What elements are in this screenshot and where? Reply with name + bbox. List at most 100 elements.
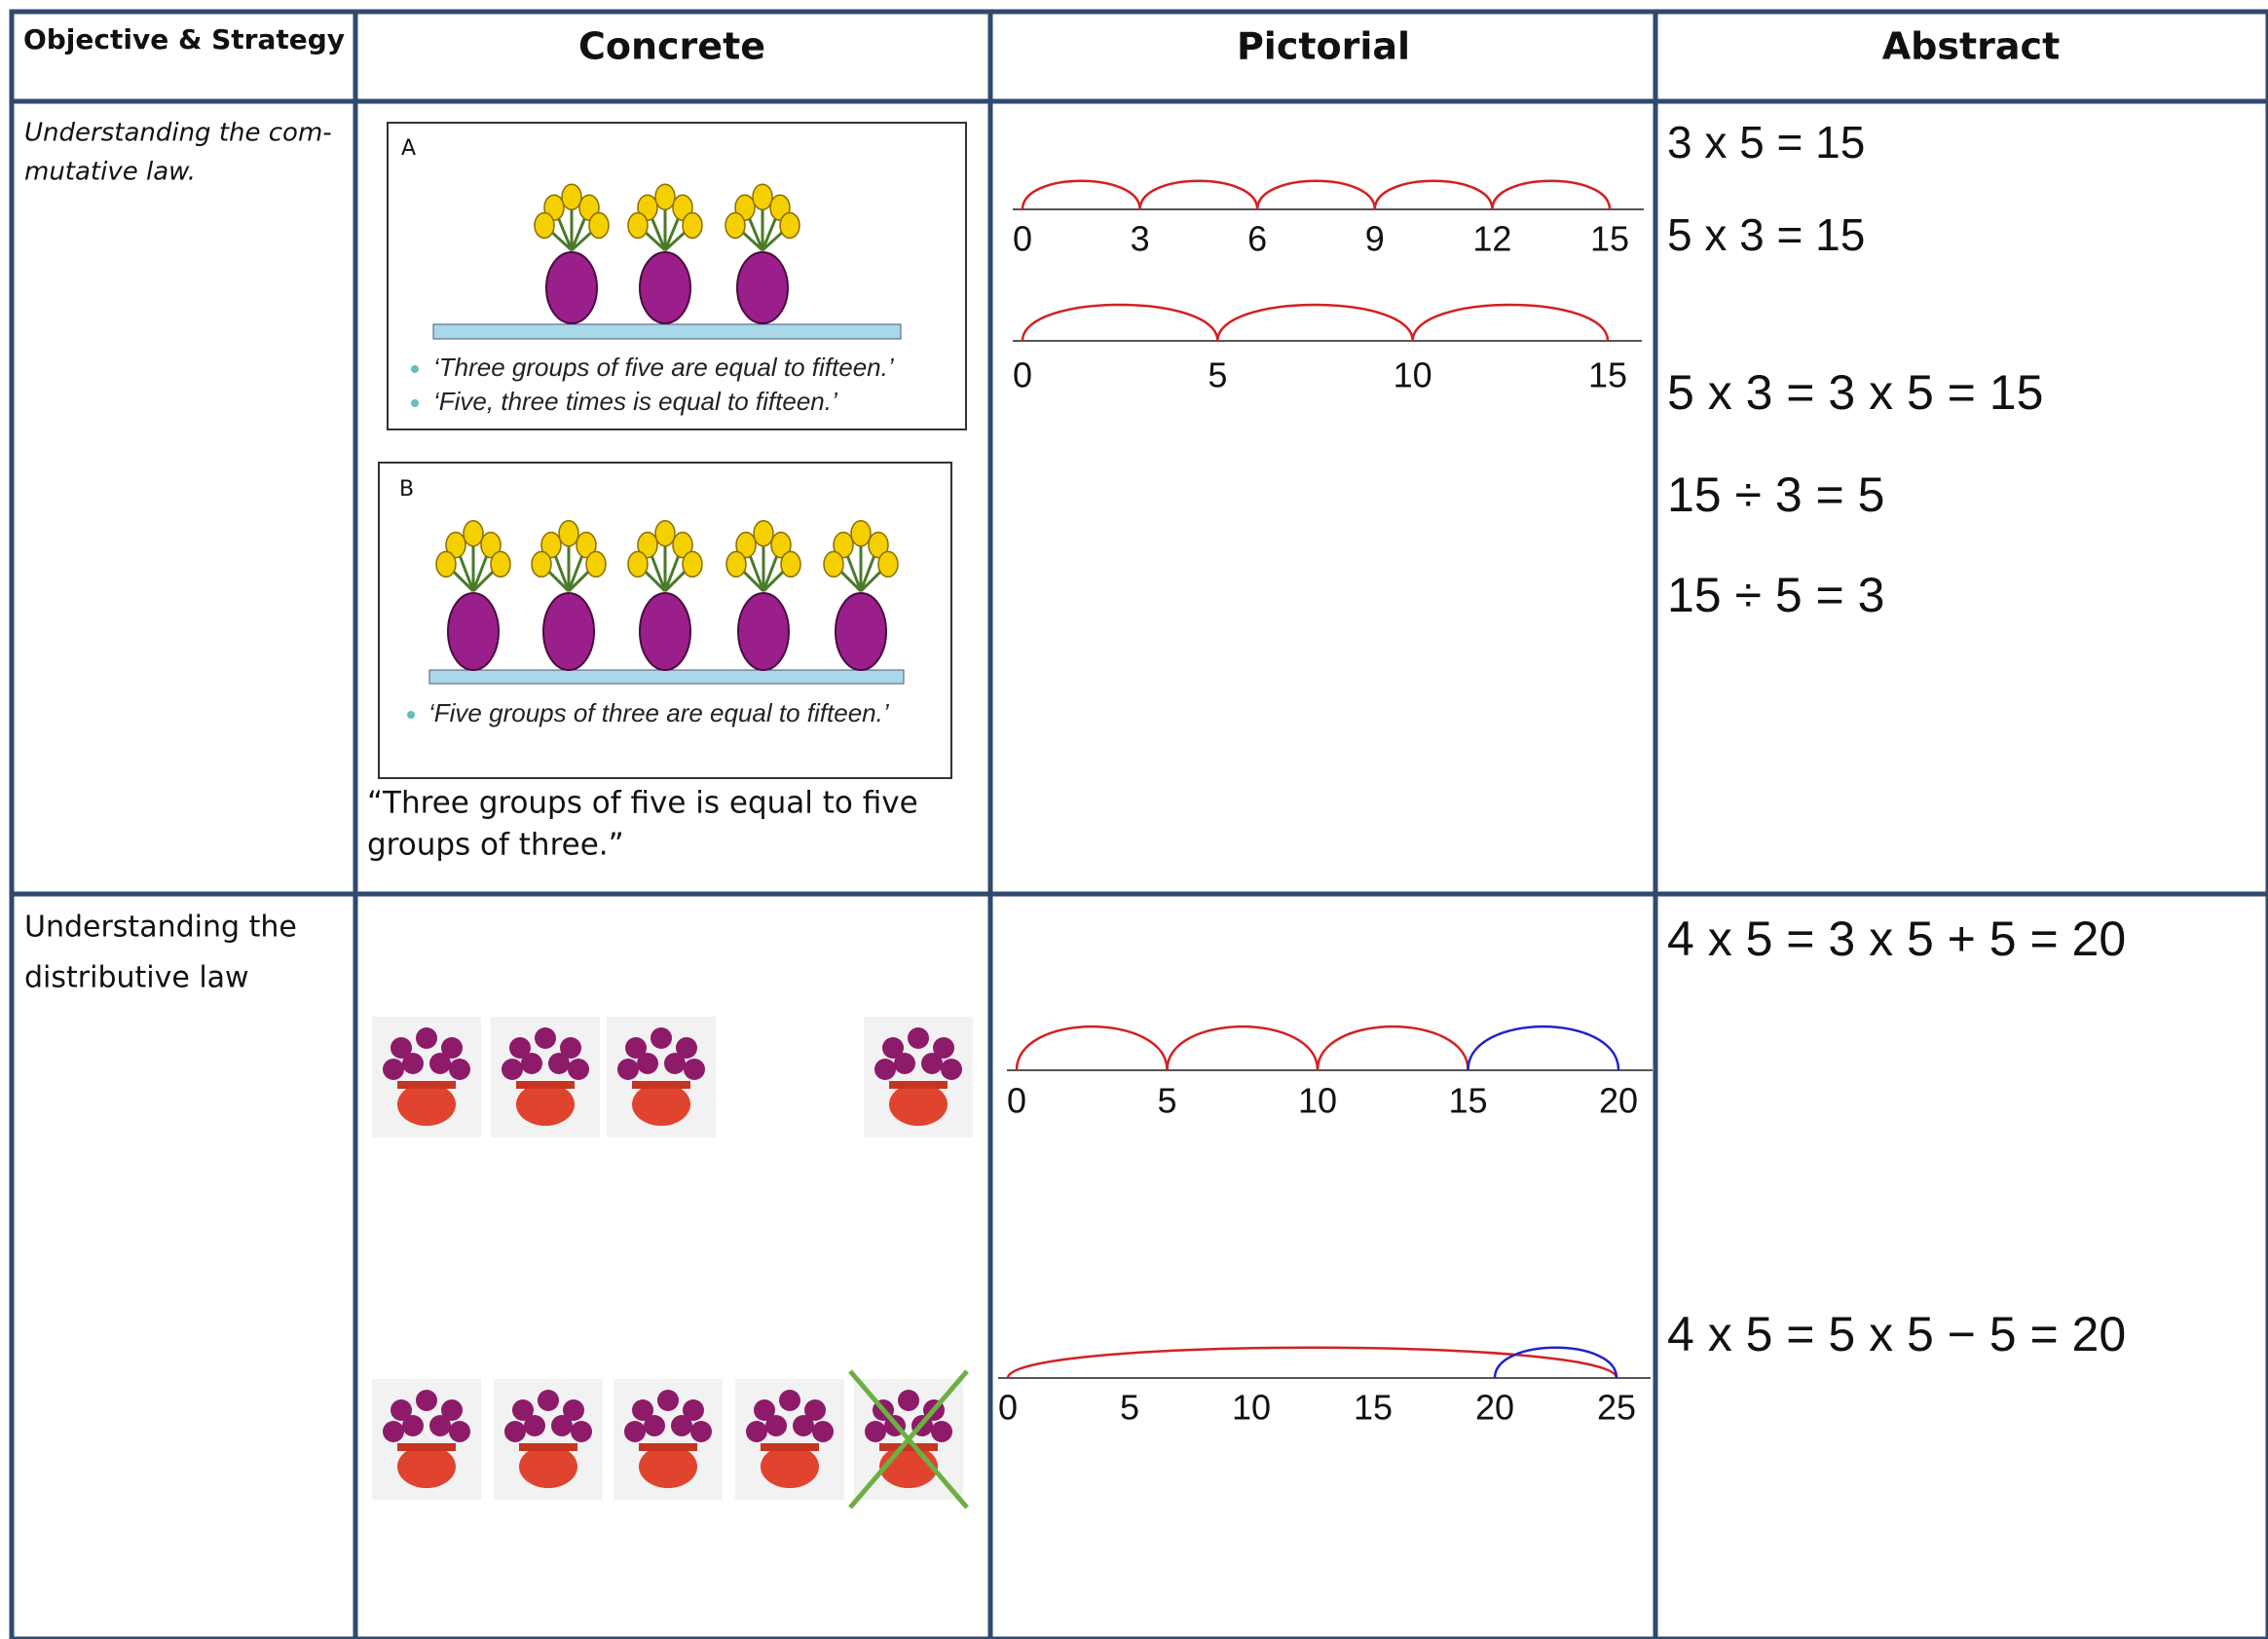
tick-label: 20 [1599, 1081, 1638, 1121]
pot [632, 1083, 690, 1126]
stems [636, 197, 694, 252]
tulip [558, 520, 579, 547]
tulip [435, 550, 457, 578]
flower [812, 1421, 834, 1442]
flower [551, 1415, 573, 1436]
tulip [725, 550, 747, 578]
table-border [9, 9, 2268, 1639]
equation: 4 x 5 = 5 x 5 − 5 = 20 [1667, 1307, 2126, 1361]
tick-label: 9 [1365, 219, 1385, 259]
tulip [780, 550, 801, 578]
tick-label: 20 [1475, 1388, 1514, 1428]
flower [632, 1399, 653, 1421]
flower [908, 1027, 929, 1049]
equation: 15 ÷ 5 = 3 [1667, 568, 1884, 622]
tick-label: 10 [1232, 1388, 1271, 1428]
jump-arc [1166, 1025, 1320, 1071]
flower [793, 1415, 814, 1436]
panel-label: A [401, 136, 416, 161]
tick-label: 5 [1120, 1388, 1139, 1428]
tick-label: 12 [1472, 219, 1511, 259]
stems [734, 533, 793, 593]
flower [390, 1399, 412, 1421]
vase [447, 592, 500, 671]
tulip [627, 550, 649, 578]
pot [761, 1445, 819, 1488]
flower [416, 1390, 437, 1411]
flower [548, 1053, 570, 1074]
flower [509, 1037, 531, 1059]
flower [571, 1421, 592, 1442]
tulip [654, 520, 676, 547]
tulip [682, 211, 703, 240]
pot-rim [761, 1443, 819, 1451]
stems [542, 197, 601, 252]
tick-label: 5 [1208, 355, 1227, 395]
flower [765, 1415, 787, 1436]
equation: 5 x 3 = 15 [1667, 209, 1865, 260]
flower [441, 1037, 463, 1059]
tulip [534, 211, 555, 240]
tulip [672, 531, 693, 559]
vase [639, 592, 691, 671]
jump-arc [1138, 179, 1259, 210]
tick-label: 0 [998, 1388, 1018, 1428]
panel [387, 122, 967, 430]
tick-label: 15 [1590, 219, 1629, 259]
jump-arc [1015, 1025, 1169, 1071]
flower [625, 1037, 647, 1059]
flower [521, 1053, 542, 1074]
tulip [654, 183, 676, 210]
jump-arc [1411, 303, 1610, 342]
flower [524, 1415, 545, 1436]
tulip [627, 211, 649, 240]
flower [441, 1399, 463, 1421]
bullet [411, 399, 419, 407]
flower [779, 1390, 800, 1411]
equation: 3 x 5 = 15 [1667, 117, 1865, 168]
equation: 4 x 5 = 3 x 5 + 5 = 20 [1667, 912, 2126, 966]
tulip [540, 531, 562, 559]
flower [568, 1059, 589, 1080]
tulip [877, 550, 899, 578]
flower [560, 1037, 581, 1059]
vase [639, 251, 691, 324]
flower [894, 1053, 915, 1074]
jump-arc [1255, 179, 1377, 210]
objective: Understanding the com- [24, 119, 332, 148]
flower [449, 1421, 470, 1442]
pot [397, 1083, 456, 1126]
flower [898, 1390, 919, 1411]
stems [444, 533, 502, 593]
pot [639, 1445, 697, 1488]
flower [637, 1053, 658, 1074]
tick-label: 15 [1354, 1388, 1393, 1428]
tulip [531, 550, 552, 578]
flower [624, 1421, 646, 1442]
flower [402, 1053, 424, 1074]
pot-rim [632, 1081, 690, 1089]
jump-arc [1373, 179, 1494, 210]
vase [542, 592, 595, 671]
tick-label: 0 [1007, 1081, 1026, 1121]
flower [429, 1415, 451, 1436]
tulip [576, 531, 597, 559]
flower [671, 1415, 692, 1436]
shelf [432, 323, 902, 340]
flower [535, 1027, 556, 1049]
vase [737, 592, 790, 671]
tulip [770, 531, 792, 559]
objective: Understanding the [24, 911, 297, 945]
tick-label: 0 [1013, 219, 1032, 259]
bullet [411, 365, 419, 373]
flower [865, 1421, 886, 1442]
flower [390, 1037, 412, 1059]
stems [832, 533, 890, 593]
objective: distributive law [24, 961, 249, 995]
table-grid [9, 9, 2268, 1639]
tulip [753, 520, 774, 547]
tulip [480, 531, 502, 559]
tulip [868, 531, 889, 559]
flower [933, 1037, 954, 1059]
